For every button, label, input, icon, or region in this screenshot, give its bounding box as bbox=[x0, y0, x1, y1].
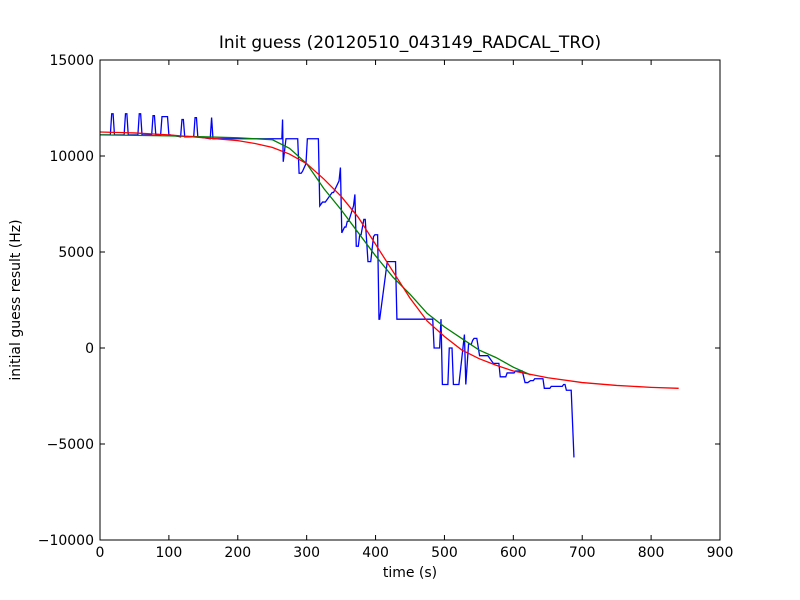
x-tick-label: 800 bbox=[638, 545, 665, 561]
y-axis: −10000 −5000 0 5000 10000 15000 bbox=[38, 53, 720, 549]
y-tick-label: −10000 bbox=[38, 533, 94, 549]
x-axis: 0 100 200 300 400 500 600 700 800 900 bbox=[96, 60, 734, 561]
series-line-1 bbox=[100, 134, 531, 376]
x-tick-label: 0 bbox=[96, 545, 105, 561]
y-tick-label: 0 bbox=[85, 341, 94, 357]
series-line-0 bbox=[100, 113, 575, 458]
x-tick-label: 400 bbox=[362, 545, 389, 561]
y-tick-label: −5000 bbox=[47, 437, 94, 453]
x-tick-label: 700 bbox=[569, 545, 596, 561]
series-line-2 bbox=[100, 131, 679, 389]
x-axis-label: time (s) bbox=[383, 565, 437, 581]
x-tick-label: 300 bbox=[293, 545, 320, 561]
y-axis-label: initial guess result (Hz) bbox=[8, 219, 24, 380]
y-tick-label: 5000 bbox=[58, 245, 94, 261]
x-tick-label: 100 bbox=[156, 545, 183, 561]
x-tick-label: 900 bbox=[707, 545, 734, 561]
y-tick-label: 15000 bbox=[49, 53, 94, 69]
y-tick-label: 10000 bbox=[49, 149, 94, 165]
series-layer bbox=[100, 113, 679, 458]
x-tick-label: 200 bbox=[224, 545, 251, 561]
x-tick-label: 600 bbox=[500, 545, 527, 561]
plot-frame bbox=[99, 59, 721, 541]
x-tick-label: 500 bbox=[431, 545, 458, 561]
chart-title: Init guess (20120510_043149_RADCAL_TRO) bbox=[219, 33, 601, 53]
